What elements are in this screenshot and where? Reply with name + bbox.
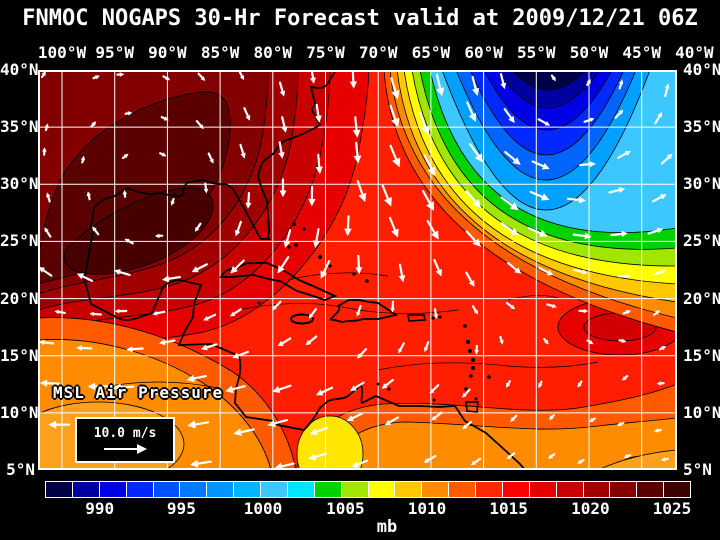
lat-label-right: 40°N — [683, 60, 720, 79]
colorbar-tick: 1010 — [407, 499, 447, 518]
colorbar-cell — [395, 482, 422, 497]
colorbar-ticks: 990 995 1000 1005 1010 1015 1020 1025 — [0, 499, 720, 518]
lon-label: 100°W — [37, 43, 87, 62]
lon-label: 85°W — [200, 43, 240, 62]
map-border — [38, 70, 677, 470]
colorbar-cell — [664, 482, 690, 497]
lon-label: 80°W — [253, 43, 293, 62]
lat-label-left: 35°N — [0, 117, 39, 137]
colorbar-tick: 1015 — [489, 499, 528, 518]
lat-label-left: 40°N — [0, 60, 39, 79]
colorbar-tick: 1005 — [326, 499, 365, 518]
lon-label: 95°W — [95, 43, 134, 62]
colorbar-cell — [261, 482, 287, 497]
colorbar-cell — [234, 482, 260, 497]
colorbar-tick: 1025 — [652, 499, 692, 518]
lon-label: 75°W — [306, 43, 345, 62]
colorbar-cell — [476, 482, 502, 497]
colorbar-cell — [153, 482, 180, 497]
lat-label-right: 30°N — [683, 174, 720, 194]
colorbar-cell — [368, 482, 395, 497]
lon-label: 60°W — [464, 43, 503, 62]
colorbar-cell — [556, 482, 583, 497]
colorbar-cell — [46, 482, 72, 497]
lat-label-left: 10°N — [0, 402, 39, 422]
colorbar-tick: 990 — [85, 499, 115, 518]
lat-label-right: 35°N — [683, 117, 720, 137]
coastlines — [84, 69, 526, 471]
colorbar-cell — [180, 482, 207, 497]
lon-label: 45°W — [622, 43, 661, 62]
lat-label-right: 15°N — [683, 345, 720, 365]
grid-lines — [38, 70, 677, 470]
lon-label: 55°W — [517, 43, 556, 62]
wind-scale-value: 10.0 m/s — [93, 425, 157, 441]
lat-label-right: 10°N — [683, 402, 720, 422]
colorbar-cell — [422, 482, 449, 497]
colorbar-cell — [502, 482, 529, 497]
wind-scale-arrow-icon — [104, 443, 147, 454]
lon-label: 50°W — [569, 43, 609, 62]
lat-label-left: 25°N — [0, 231, 39, 251]
lon-label: 65°W — [411, 43, 451, 62]
longitude-axis: 100°W 95°W 90°W 85°W 80°W 75°W 70°W 65°W 60°W 55°… — [0, 43, 720, 62]
colorbar-tick: 1000 — [243, 499, 283, 518]
colorbar-cell — [449, 482, 475, 497]
forecast-map — [11, 66, 683, 493]
colorbar-cell — [99, 482, 126, 497]
colorbar-cell — [529, 482, 556, 497]
lat-label-left: 30°N — [0, 174, 39, 194]
pressure-colorbar — [45, 481, 691, 498]
page-title: FNMOC NOGAPS 30-Hr Forecast valid at 200… — [22, 6, 698, 31]
wind-scale-legend: 10.0 m/s — [75, 417, 175, 463]
colorbar-cell — [126, 482, 153, 497]
pressure-wind-map — [11, 66, 683, 493]
lat-label-right: 20°N — [683, 288, 720, 308]
colorbar-cell — [314, 482, 341, 497]
lon-label: 90°W — [148, 43, 187, 62]
colorbar-unit: mb — [376, 517, 398, 537]
colorbar-cell — [207, 482, 234, 497]
colorbar-cell — [610, 482, 637, 497]
wind-vectors — [38, 66, 673, 470]
colorbar-cell — [287, 482, 314, 497]
field-label: MSL Air Pressure — [53, 383, 224, 402]
lat-label-left: 20°N — [0, 288, 39, 308]
lat-label-left: 5°N — [6, 460, 35, 479]
lon-label: 70°W — [358, 43, 398, 62]
small-islands — [257, 222, 491, 402]
lat-label-right: 5°N — [683, 460, 712, 479]
colorbar-cell — [583, 482, 610, 497]
contour-lines — [97, 272, 599, 389]
colorbar-cell — [341, 482, 368, 497]
colorbar-tick: 995 — [166, 499, 196, 518]
colorbar-cell — [637, 482, 664, 497]
lon-label: 40°W — [675, 43, 714, 62]
colorbar-cell — [72, 482, 99, 497]
lat-label-right: 25°N — [683, 231, 720, 251]
colorbar-tick: 1020 — [571, 499, 610, 518]
lat-label-left: 15°N — [0, 345, 39, 365]
